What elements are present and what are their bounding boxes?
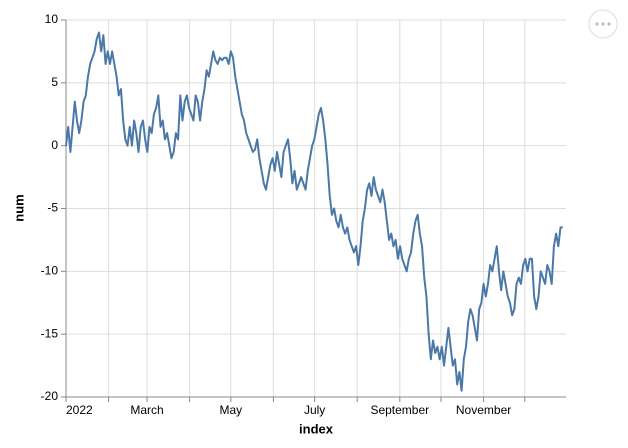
- menu-dot: [595, 22, 599, 26]
- y-tick-label: -15: [41, 326, 59, 340]
- menu-button[interactable]: [588, 9, 618, 39]
- y-tick-label: 10: [45, 12, 59, 26]
- x-axis-title: index: [299, 421, 334, 436]
- x-tick-label: September: [370, 403, 429, 417]
- x-tick-label: March: [130, 403, 163, 417]
- y-tick-label: -5: [47, 201, 58, 215]
- menu-dot: [607, 22, 611, 26]
- line: [65, 31, 563, 392]
- x-tick-label: May: [219, 403, 242, 417]
- x-tick-label: 2022: [66, 403, 93, 417]
- x-tick-label: November: [456, 403, 511, 417]
- menu-dot: [601, 22, 605, 26]
- x-tick-label: July: [304, 403, 325, 417]
- y-tick-label: 0: [51, 138, 58, 152]
- y-tick-label: -10: [41, 264, 59, 278]
- grid: [65, 19, 566, 398]
- y-tick-label: -20: [41, 389, 59, 403]
- y-tick-label: 5: [51, 75, 58, 89]
- y-axis-title: num: [11, 194, 26, 221]
